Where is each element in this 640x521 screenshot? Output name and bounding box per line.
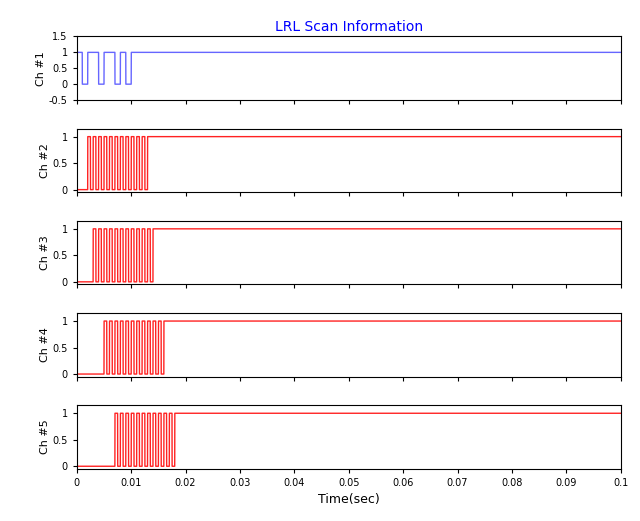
Y-axis label: Ch #3: Ch #3 [40,235,50,270]
Y-axis label: Ch #1: Ch #1 [36,51,46,85]
Y-axis label: Ch #2: Ch #2 [40,143,50,178]
Y-axis label: Ch #4: Ch #4 [40,328,50,362]
X-axis label: Time(sec): Time(sec) [318,493,380,506]
Title: LRL Scan Information: LRL Scan Information [275,20,423,34]
Y-axis label: Ch #5: Ch #5 [40,420,50,454]
